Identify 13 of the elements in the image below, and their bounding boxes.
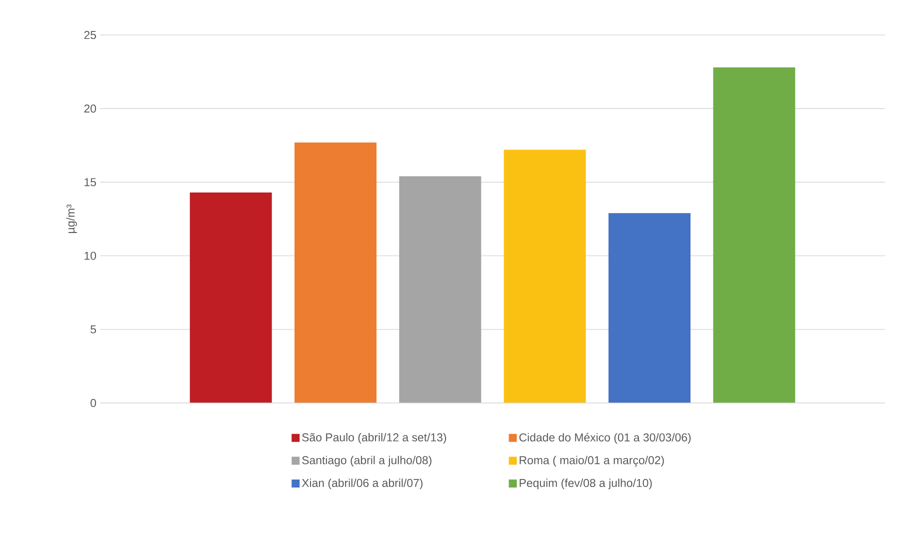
y-tick-label: 25 (84, 30, 96, 40)
y-tick-label: 0 (90, 398, 96, 408)
y-axis-title: µg/m³ (66, 204, 77, 233)
y-tick-label: 10 (84, 252, 96, 260)
y-tick-label: 20 (84, 104, 96, 113)
legend-label: Xian (abril/06 a abril/07) (302, 478, 423, 490)
legend-label: Santiago (abril a julho/08) (302, 456, 432, 467)
legend-label: Pequim (fev/08 a julho/10) (520, 478, 652, 490)
y-tick-label: 5 (90, 325, 96, 334)
legend-label: Cidade do México (01 a 30/03/06) (519, 432, 691, 444)
y-tick-label: 15 (84, 178, 96, 186)
legend-label: Roma ( maio/01 a março/02) (520, 456, 664, 467)
legend-label: São Paulo (abril/12 a set/13) (302, 433, 446, 444)
